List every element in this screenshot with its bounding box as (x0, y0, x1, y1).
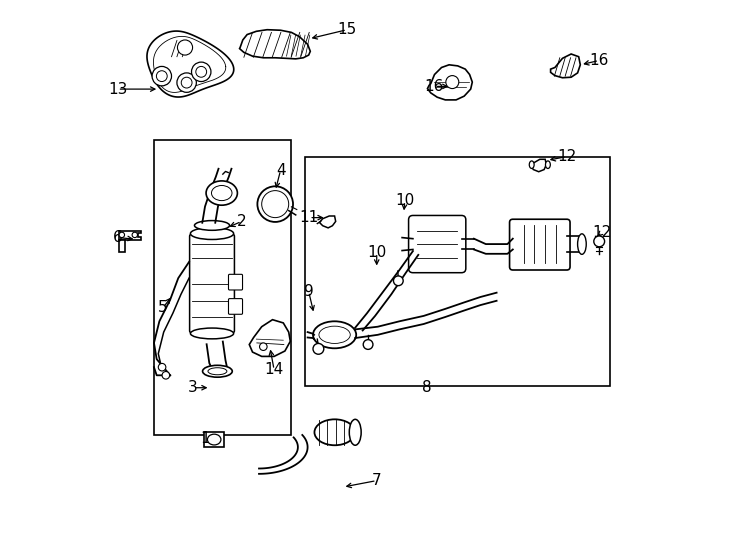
Ellipse shape (190, 228, 233, 240)
Circle shape (446, 76, 459, 89)
Circle shape (594, 236, 605, 247)
Ellipse shape (195, 220, 230, 230)
FancyBboxPatch shape (228, 274, 242, 290)
FancyBboxPatch shape (409, 215, 466, 273)
Polygon shape (119, 231, 141, 240)
Ellipse shape (578, 234, 586, 254)
Ellipse shape (203, 366, 232, 377)
Text: 12: 12 (557, 149, 576, 164)
Polygon shape (319, 216, 335, 228)
Text: 2: 2 (237, 214, 247, 229)
Ellipse shape (208, 434, 221, 445)
Text: 15: 15 (338, 22, 357, 37)
Text: 16: 16 (425, 79, 444, 94)
Ellipse shape (190, 328, 233, 339)
Circle shape (156, 71, 167, 82)
Ellipse shape (545, 161, 550, 168)
Text: 13: 13 (108, 82, 127, 97)
Bar (153, 140, 291, 435)
Ellipse shape (211, 186, 232, 201)
Circle shape (192, 62, 211, 82)
Text: 4: 4 (276, 163, 286, 178)
Polygon shape (119, 240, 125, 252)
Text: 10: 10 (367, 245, 386, 260)
Text: 8: 8 (421, 380, 431, 395)
Circle shape (262, 191, 288, 218)
Circle shape (181, 77, 192, 88)
FancyBboxPatch shape (228, 299, 242, 314)
Circle shape (177, 73, 197, 92)
Text: 16: 16 (589, 53, 609, 68)
Ellipse shape (206, 181, 237, 205)
Circle shape (152, 66, 172, 86)
Text: 9: 9 (304, 284, 313, 299)
Ellipse shape (208, 368, 227, 375)
Circle shape (162, 372, 170, 379)
Text: 11: 11 (299, 210, 319, 225)
Ellipse shape (313, 321, 356, 348)
Text: 1: 1 (200, 431, 210, 446)
Polygon shape (250, 320, 291, 356)
Text: 5: 5 (158, 300, 167, 315)
Circle shape (119, 232, 125, 238)
Circle shape (258, 186, 293, 222)
Text: 14: 14 (264, 362, 284, 377)
Polygon shape (147, 31, 233, 97)
Circle shape (393, 276, 403, 286)
Text: 3: 3 (188, 380, 198, 395)
Ellipse shape (529, 161, 534, 168)
Circle shape (260, 343, 267, 350)
Text: 7: 7 (372, 473, 382, 488)
Bar (305, 157, 610, 386)
Text: 10: 10 (395, 193, 415, 208)
FancyBboxPatch shape (204, 432, 225, 447)
Ellipse shape (349, 420, 361, 446)
Ellipse shape (319, 326, 350, 343)
Circle shape (132, 232, 137, 238)
FancyBboxPatch shape (189, 234, 234, 333)
Circle shape (178, 40, 192, 55)
Text: 6: 6 (112, 230, 123, 245)
Circle shape (363, 340, 373, 349)
Circle shape (196, 66, 206, 77)
Ellipse shape (314, 420, 355, 446)
Circle shape (159, 363, 166, 371)
Text: 12: 12 (592, 225, 611, 240)
Polygon shape (550, 54, 581, 78)
FancyBboxPatch shape (509, 219, 570, 270)
Polygon shape (239, 30, 310, 59)
Circle shape (313, 343, 324, 354)
Polygon shape (531, 159, 546, 172)
Polygon shape (427, 65, 472, 100)
